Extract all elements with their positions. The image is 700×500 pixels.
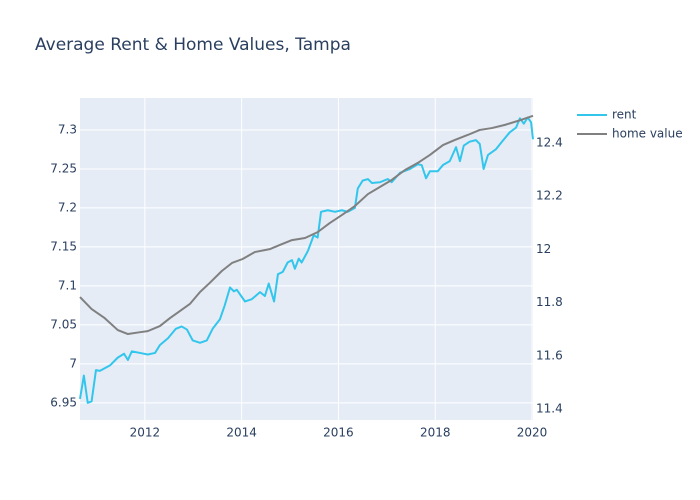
plot-area [80,98,533,420]
y2-tick-label: 11.8 [536,295,563,309]
legend-label: home value [612,127,683,141]
y-tick-label: 6.95 [50,395,77,409]
series-line [79,114,534,336]
x-tick-label: 2014 [226,426,257,440]
y2-tick-label: 11.6 [536,348,563,362]
y-tick-label: 7.1 [58,278,77,292]
y2-tick-label: 12.4 [536,135,563,149]
y-tick-label: 7.2 [58,200,77,214]
x-tick-label: 2012 [130,426,161,440]
x-tick-label: 2020 [517,426,548,440]
y-tick-label: 7 [69,356,77,370]
y-tick-label: 7.3 [58,122,77,136]
y2-tick-label: 12 [536,242,551,256]
y2-tick-label: 12.2 [536,189,563,203]
y-tick-label: 7.15 [50,239,77,253]
x-tick-label: 2016 [323,426,354,440]
y-tick-label: 7.25 [50,161,77,175]
legend-label: rent [612,108,637,122]
x-tick-label: 2018 [420,426,451,440]
chart-title: Average Rent & Home Values, Tampa [35,35,351,55]
y-tick-label: 7.05 [50,317,77,331]
series-line [79,116,534,404]
y2-tick-label: 11.4 [536,402,563,416]
